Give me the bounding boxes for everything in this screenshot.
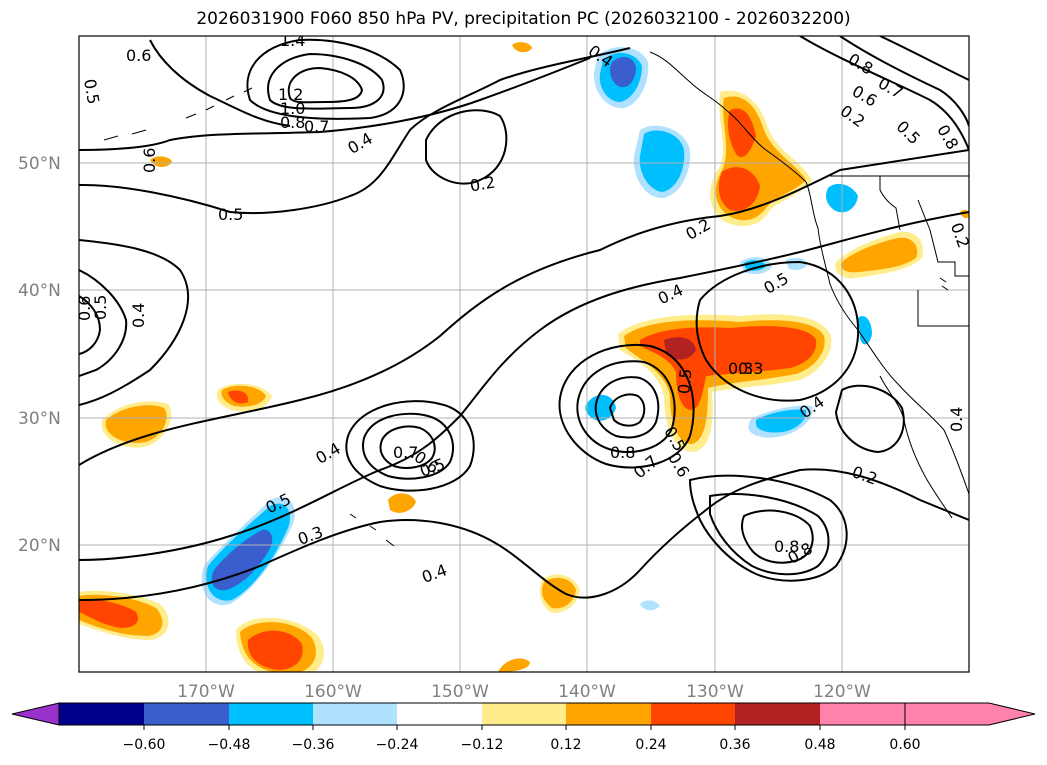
map-frame — [78, 35, 970, 673]
colorbar-segment — [144, 703, 229, 725]
colorbar-tick-label: 0.36 — [719, 737, 750, 753]
contour-label: 0.6 — [126, 46, 151, 65]
contour-label: 0.6 — [140, 148, 159, 173]
colorbar-segment — [229, 703, 313, 725]
contour-label: 0.5 — [80, 77, 103, 105]
colorbar-min-extension — [11, 702, 60, 726]
colorbar-max-extension — [904, 702, 1036, 726]
contour-label: 0.3 — [738, 359, 763, 378]
colorbar-tick-label: −0.24 — [376, 737, 419, 753]
precipitation-fills — [79, 42, 969, 672]
contour-label: 0.8 — [774, 537, 799, 556]
colorbar-tick-label: −0.48 — [208, 737, 251, 753]
contour-label: 0.8 — [280, 113, 305, 132]
contour-label: 0.7 — [304, 117, 329, 136]
colorbar-segment — [482, 703, 566, 725]
lon-label: 160°W — [304, 682, 362, 702]
colorbar-segment — [397, 703, 482, 725]
contour-label: 0.5 — [218, 205, 243, 224]
contour-label: 1.2 — [278, 85, 303, 104]
colorbar-tick-label: 0.48 — [804, 737, 835, 753]
lat-label: 50°N — [18, 154, 61, 174]
colorbar-ticks — [143, 725, 906, 730]
colorbar-tick-label: 0.12 — [550, 737, 581, 753]
longitude-labels: 170°W 160°W 150°W 140°W 130°W 120°W — [177, 682, 871, 702]
lat-label: 30°N — [18, 409, 61, 429]
lon-label: 150°W — [431, 682, 489, 702]
colorbar-segment — [651, 703, 735, 725]
contour-label: 0.5 — [674, 368, 695, 395]
map-title: 2026031900 F060 850 hPa PV, precipitatio… — [196, 9, 851, 29]
lon-label: 170°W — [177, 682, 235, 702]
contour-label: 1.4 — [280, 31, 305, 50]
lon-label: 130°W — [686, 682, 744, 702]
colorbar-segment — [735, 703, 820, 725]
contour-label: 0.5 — [91, 295, 110, 320]
lon-label: 120°W — [813, 682, 871, 702]
contour-label: 0.2 — [468, 172, 496, 195]
lat-label: 40°N — [18, 281, 61, 301]
latitude-labels: 50°N 40°N 30°N 20°N — [18, 154, 61, 556]
map-gridlines — [79, 36, 969, 672]
contour-label: 0.8 — [610, 443, 635, 462]
colorbar-tick-label: −0.12 — [461, 737, 504, 753]
colorbar-tick-label: 0.24 — [635, 737, 666, 753]
colorbar-segment — [313, 703, 397, 725]
contour-label: 0.4 — [947, 407, 966, 432]
colorbar-segment — [820, 703, 905, 725]
lat-label: 20°N — [18, 536, 61, 556]
contour-label: 0.6 — [75, 296, 94, 321]
contour-label: 1.0 — [280, 99, 305, 118]
colorbar-tick-label: −0.60 — [123, 737, 166, 753]
colorbar-segment — [59, 703, 144, 725]
contour-label: 0.4 — [129, 303, 148, 328]
contour-label: 0.7 — [393, 443, 418, 462]
lon-label: 140°W — [558, 682, 616, 702]
colorbar-tick-label: −0.36 — [292, 737, 335, 753]
pv-contours — [79, 36, 969, 601]
colorbar: −0.60 −0.48 −0.36 −0.24 −0.12 0.12 0.24 … — [11, 702, 1036, 753]
colorbar-segment — [566, 703, 651, 725]
contour-label: 0.3 — [728, 359, 753, 378]
colorbar-tick-label: 0.60 — [889, 737, 920, 753]
